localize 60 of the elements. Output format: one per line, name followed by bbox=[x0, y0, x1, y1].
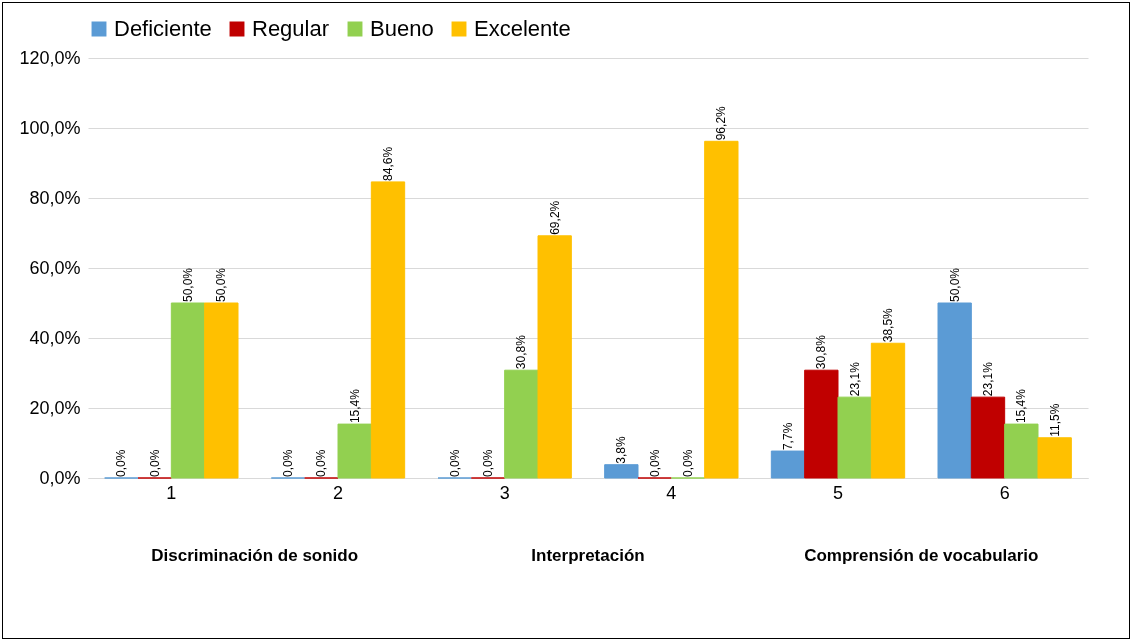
text: Comprensión de vocabulario bbox=[804, 546, 1039, 565]
data-label: 0,0% bbox=[647, 449, 662, 477]
legend-label: Regular bbox=[252, 16, 330, 41]
text: Discriminación de sonido bbox=[151, 546, 359, 565]
bar bbox=[1037, 437, 1072, 479]
data-label: 96,2% bbox=[714, 105, 729, 141]
bar bbox=[704, 140, 739, 479]
x-tick-label: 3 bbox=[499, 482, 510, 503]
x-tick-label: 5 bbox=[832, 482, 844, 503]
y-tick-label: 60,0% bbox=[29, 257, 81, 278]
bar bbox=[170, 302, 206, 479]
bar bbox=[204, 302, 239, 479]
legend-label: Deficiente bbox=[114, 16, 212, 41]
y-tick-label: 20,0% bbox=[29, 397, 81, 418]
data-label: 23,1% bbox=[981, 361, 995, 397]
data-label: 0,0% bbox=[281, 449, 295, 477]
data-label: 69,2% bbox=[547, 200, 562, 235]
bar bbox=[770, 450, 806, 479]
x-tick-label: 1 bbox=[166, 482, 177, 503]
bar bbox=[537, 235, 572, 479]
y-tick-label: 100,0% bbox=[19, 117, 81, 138]
data-label: 38,5% bbox=[881, 307, 895, 343]
x-tick-label: 6 bbox=[999, 482, 1010, 503]
bar bbox=[970, 396, 1006, 479]
data-label: 3,8% bbox=[614, 436, 629, 464]
data-label: 15,4% bbox=[1014, 388, 1029, 424]
text: Interpretación bbox=[531, 546, 645, 565]
data-label: 50,0% bbox=[214, 267, 229, 302]
bar bbox=[804, 369, 839, 479]
legend-label: Bueno bbox=[370, 16, 434, 41]
y-tick-label: 80,0% bbox=[29, 187, 81, 208]
data-label: 30,8% bbox=[514, 334, 529, 370]
bar bbox=[337, 423, 372, 479]
bar bbox=[870, 342, 906, 479]
y-tick-label: 40,0% bbox=[29, 327, 81, 348]
legend-label: Excelente bbox=[474, 16, 571, 41]
data-label: 15,4% bbox=[347, 388, 362, 424]
data-label: 0,0% bbox=[481, 449, 495, 477]
data-label: 23,1% bbox=[847, 361, 862, 397]
data-label: 11,5% bbox=[1047, 403, 1062, 437]
bar bbox=[504, 369, 539, 479]
bar bbox=[604, 464, 639, 479]
data-label: 50,0% bbox=[947, 267, 962, 302]
data-label: 7,7% bbox=[781, 422, 795, 451]
data-label: 0,0% bbox=[314, 449, 329, 477]
data-label: 0,0% bbox=[681, 449, 695, 477]
bar bbox=[837, 396, 872, 479]
data-label: 84,6% bbox=[381, 146, 395, 181]
data-label: 50,0% bbox=[181, 267, 195, 302]
data-label: 0,0% bbox=[447, 449, 462, 477]
y-tick-label: 0,0% bbox=[39, 467, 81, 488]
y-tick-label: 120,0% bbox=[19, 47, 81, 68]
bar bbox=[1004, 423, 1039, 479]
bar bbox=[937, 302, 972, 479]
bar bbox=[370, 181, 406, 479]
data-label: 0,0% bbox=[147, 449, 162, 477]
x-tick-label: 4 bbox=[666, 482, 677, 503]
data-label: 0,0% bbox=[114, 449, 129, 477]
x-tick-label: 2 bbox=[332, 482, 344, 503]
data-label: 30,8% bbox=[814, 334, 829, 370]
